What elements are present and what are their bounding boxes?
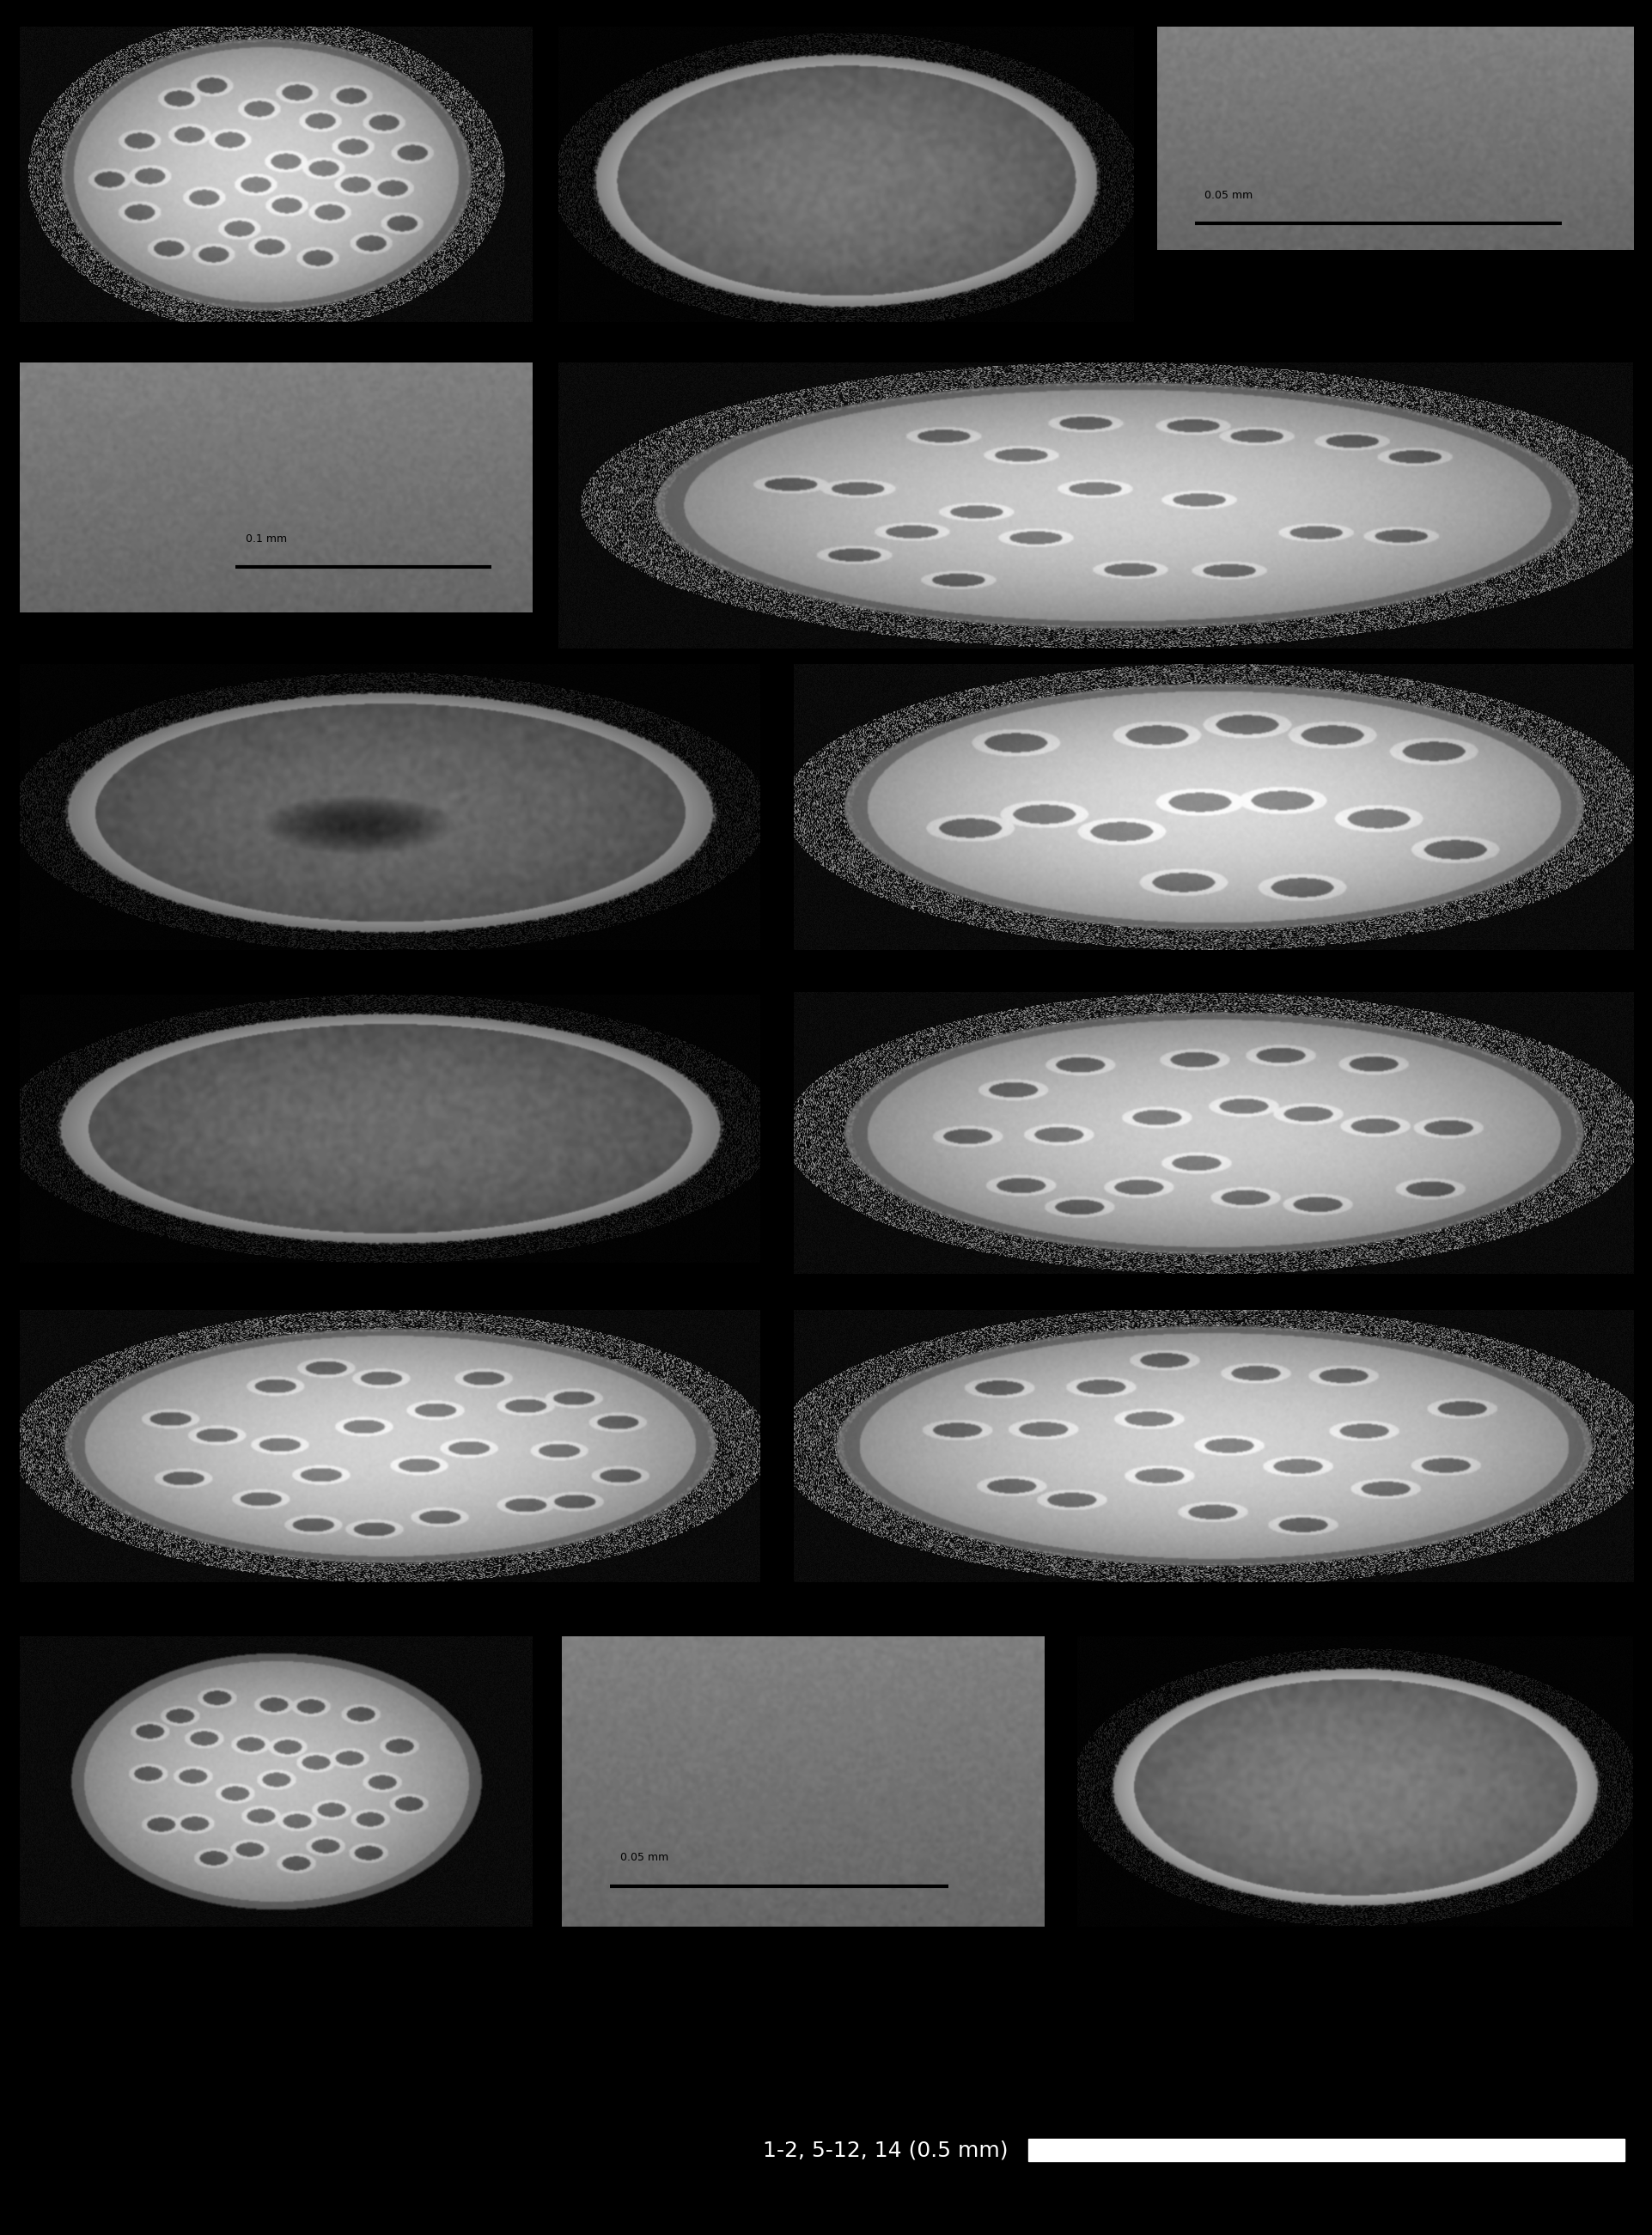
Text: 12: 12	[23, 1900, 56, 1924]
Text: 0.05 mm: 0.05 mm	[1204, 190, 1252, 201]
Text: 5: 5	[1569, 621, 1586, 646]
Text: 0.05 mm: 0.05 mm	[620, 1851, 667, 1862]
Text: 11: 11	[1553, 1556, 1586, 1580]
Text: 10: 10	[23, 1556, 56, 1580]
Text: 3: 3	[1591, 224, 1607, 248]
Text: 2: 2	[562, 295, 578, 320]
FancyBboxPatch shape	[1028, 2139, 1624, 2161]
Text: 14: 14	[1553, 1900, 1586, 1924]
Text: 1: 1	[23, 295, 40, 320]
Text: 0.1 mm: 0.1 mm	[244, 534, 286, 545]
Text: 4: 4	[23, 586, 40, 610]
Text: 1-2, 5-12, 14 (0.5 mm): 1-2, 5-12, 14 (0.5 mm)	[763, 2139, 1008, 2161]
Text: 7: 7	[1569, 923, 1586, 948]
Text: 9: 9	[1569, 1247, 1586, 1272]
Text: 8: 8	[23, 1236, 40, 1261]
Text: 13: 13	[961, 1900, 995, 1924]
Text: 6: 6	[23, 923, 40, 948]
